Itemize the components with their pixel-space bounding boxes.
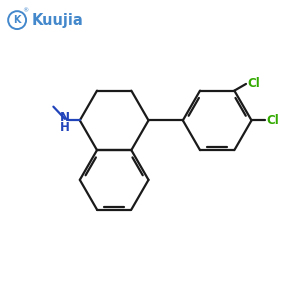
- Text: Cl: Cl: [266, 114, 279, 127]
- Text: K: K: [14, 15, 21, 25]
- Text: H: H: [60, 121, 70, 134]
- Text: Cl: Cl: [248, 77, 260, 90]
- Text: ®: ®: [22, 8, 28, 13]
- Text: Kuujia: Kuujia: [32, 13, 83, 28]
- Text: N: N: [60, 112, 70, 124]
